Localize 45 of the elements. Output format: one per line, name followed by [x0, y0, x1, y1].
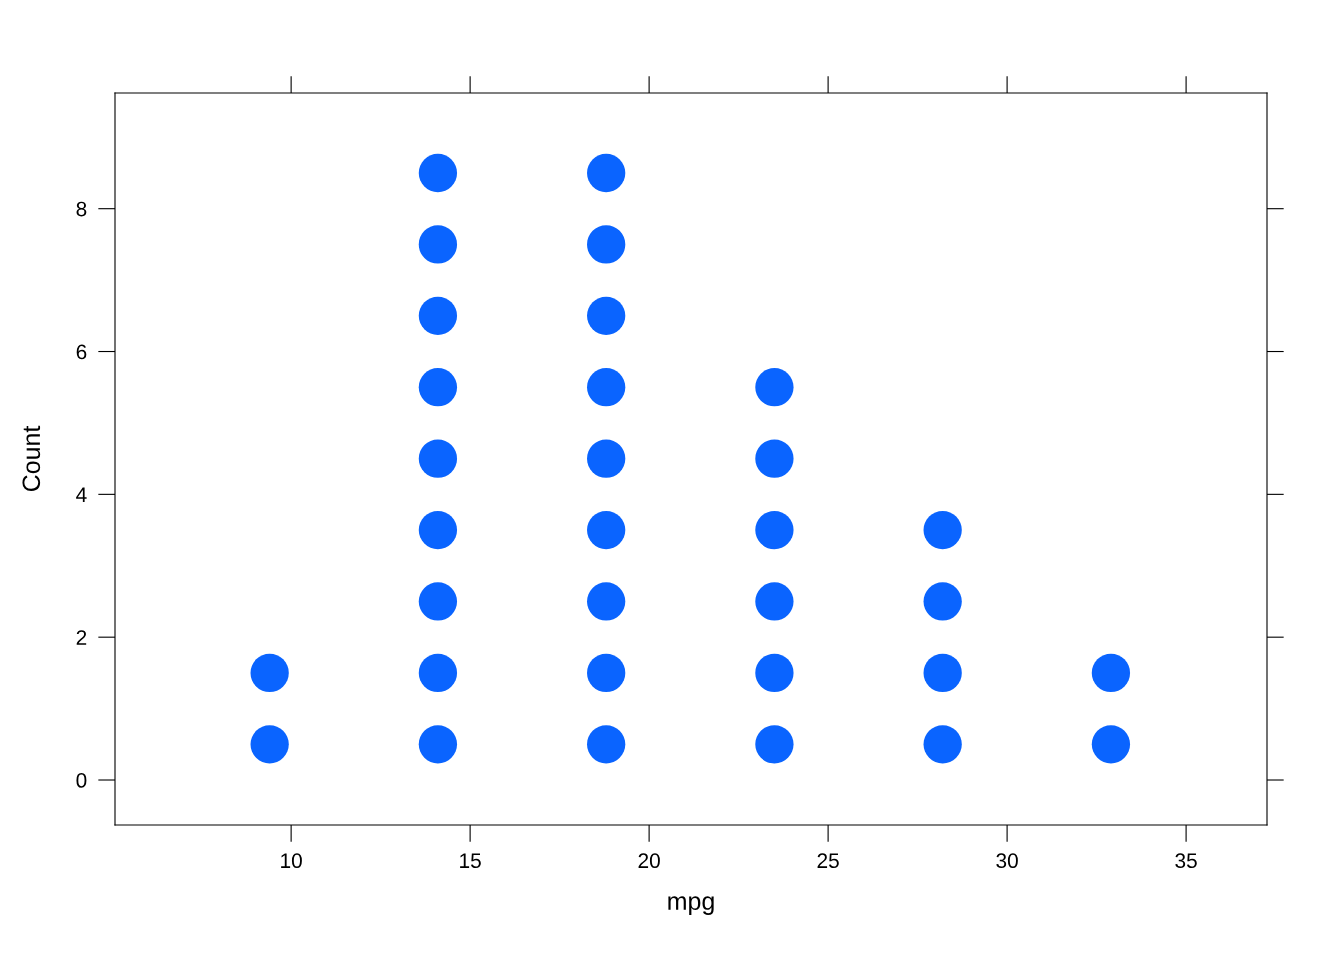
point: [587, 653, 626, 693]
point: [418, 439, 458, 478]
point: [418, 653, 458, 693]
point: [755, 582, 794, 621]
point: [418, 153, 458, 193]
point: [587, 582, 626, 621]
y-axis-title: Count: [22, 425, 41, 492]
point: [923, 653, 962, 693]
point: [923, 582, 962, 621]
y-tick-label: 2: [76, 630, 87, 645]
point: [587, 296, 626, 335]
y-tick-label: 8: [76, 201, 87, 217]
point: [418, 296, 458, 335]
point: [587, 225, 626, 264]
y-tick-label: 4: [76, 487, 87, 502]
x-tick-label: 20: [638, 853, 660, 869]
point: [923, 725, 962, 764]
point: [587, 510, 626, 550]
y-tick-label: 6: [76, 344, 87, 360]
point: [755, 725, 794, 764]
point: [923, 510, 962, 550]
x-tick-label: 25: [817, 853, 839, 869]
point: [1091, 653, 1131, 693]
x-tick-label: 30: [996, 853, 1018, 869]
x-axis-title: mpg: [668, 896, 714, 915]
point: [755, 368, 794, 407]
y-tick-label: 0: [76, 773, 87, 788]
x-tick-label: 35: [1175, 853, 1197, 869]
x-tick-label: 10: [281, 853, 302, 869]
point: [250, 653, 289, 693]
point: [755, 439, 794, 478]
point: [587, 725, 626, 764]
point: [587, 439, 626, 478]
point: [418, 510, 458, 550]
point: [1091, 725, 1131, 764]
point: [418, 368, 458, 407]
point: [755, 510, 794, 550]
point: [755, 653, 794, 693]
point: [250, 725, 289, 764]
point: [587, 368, 626, 407]
point: [418, 225, 458, 264]
point: [587, 153, 626, 193]
point: [418, 725, 458, 764]
point: [418, 582, 458, 621]
x-tick-label: 15: [460, 853, 481, 869]
